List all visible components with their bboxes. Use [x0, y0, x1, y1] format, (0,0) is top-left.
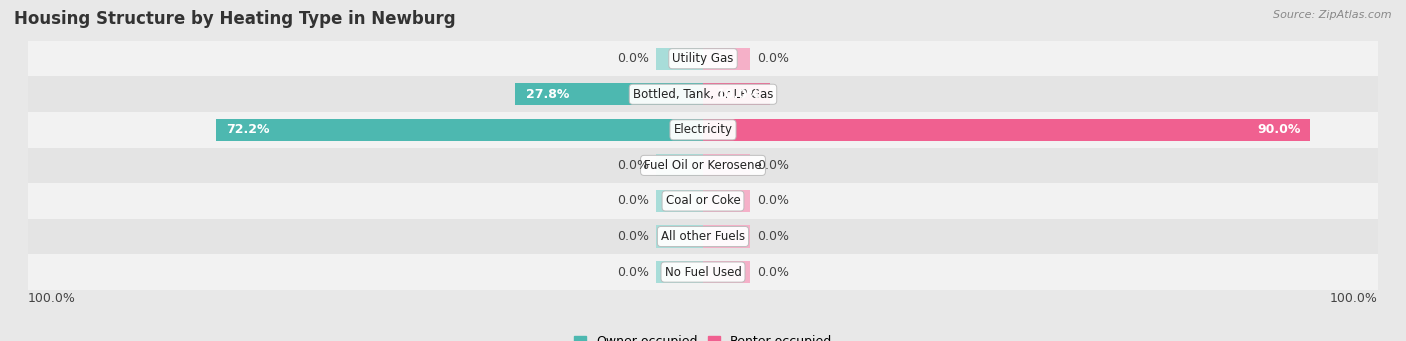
Text: 100.0%: 100.0%	[28, 292, 76, 305]
Text: 0.0%: 0.0%	[756, 52, 789, 65]
Bar	[703, 154, 751, 176]
Text: 0.0%: 0.0%	[756, 194, 789, 207]
Bar	[28, 112, 1378, 148]
Text: No Fuel Used: No Fuel Used	[665, 266, 741, 279]
Text: Utility Gas: Utility Gas	[672, 52, 734, 65]
Text: 72.2%: 72.2%	[226, 123, 270, 136]
Bar	[703, 119, 1310, 141]
Bar	[215, 119, 703, 141]
Bar	[703, 261, 751, 283]
Text: 0.0%: 0.0%	[617, 159, 650, 172]
Text: Source: ZipAtlas.com: Source: ZipAtlas.com	[1274, 10, 1392, 20]
Bar	[516, 83, 703, 105]
Bar	[28, 76, 1378, 112]
Bar	[703, 48, 751, 70]
Text: Fuel Oil or Kerosene: Fuel Oil or Kerosene	[644, 159, 762, 172]
Text: 0.0%: 0.0%	[617, 52, 650, 65]
Text: 0.0%: 0.0%	[756, 230, 789, 243]
Text: 10.0%: 10.0%	[717, 88, 761, 101]
Text: All other Fuels: All other Fuels	[661, 230, 745, 243]
Bar	[703, 225, 751, 248]
Text: Bottled, Tank, or LP Gas: Bottled, Tank, or LP Gas	[633, 88, 773, 101]
Bar	[703, 83, 770, 105]
Bar	[28, 148, 1378, 183]
Bar	[28, 254, 1378, 290]
Bar	[28, 183, 1378, 219]
Bar	[655, 225, 703, 248]
Bar	[655, 190, 703, 212]
Bar	[703, 190, 751, 212]
Bar	[655, 48, 703, 70]
Text: 0.0%: 0.0%	[617, 230, 650, 243]
Bar	[655, 261, 703, 283]
Legend: Owner-occupied, Renter-occupied: Owner-occupied, Renter-occupied	[568, 330, 838, 341]
Text: 0.0%: 0.0%	[617, 266, 650, 279]
Text: Electricity: Electricity	[673, 123, 733, 136]
Bar	[28, 219, 1378, 254]
Text: 27.8%: 27.8%	[526, 88, 569, 101]
Text: 0.0%: 0.0%	[756, 159, 789, 172]
Text: 0.0%: 0.0%	[617, 194, 650, 207]
Bar	[655, 154, 703, 176]
Text: 0.0%: 0.0%	[756, 266, 789, 279]
Bar	[28, 41, 1378, 76]
Text: Housing Structure by Heating Type in Newburg: Housing Structure by Heating Type in New…	[14, 10, 456, 28]
Text: 90.0%: 90.0%	[1257, 123, 1301, 136]
Text: Coal or Coke: Coal or Coke	[665, 194, 741, 207]
Text: 100.0%: 100.0%	[1330, 292, 1378, 305]
